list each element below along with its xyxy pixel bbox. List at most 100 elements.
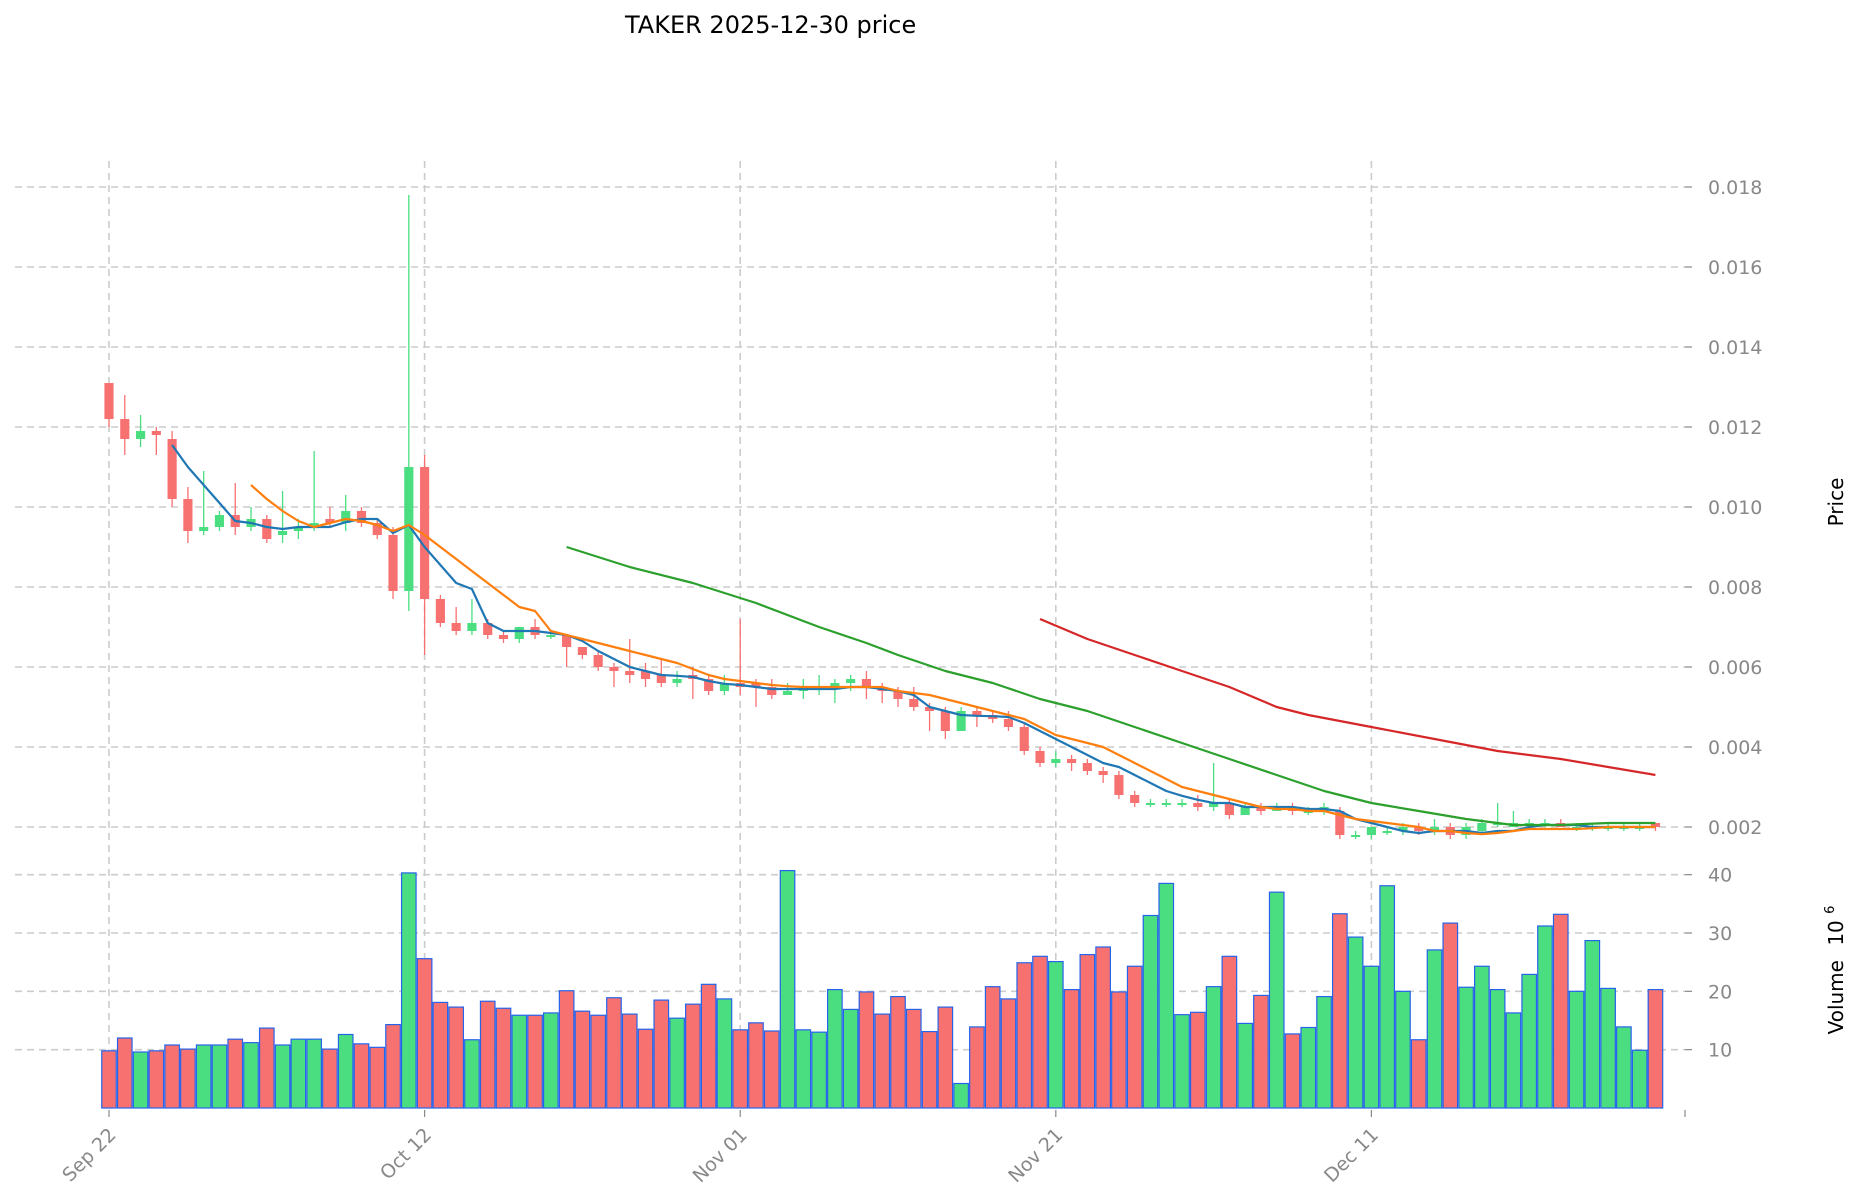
volume-bar xyxy=(937,1006,954,1109)
volume-bar xyxy=(132,1051,149,1109)
volume-bar xyxy=(148,1050,165,1109)
candle-body xyxy=(893,691,903,699)
volume-bar xyxy=(464,1039,480,1109)
candle-body xyxy=(325,519,335,523)
candle-body xyxy=(546,635,556,637)
candle-body xyxy=(1177,803,1187,805)
candle-body xyxy=(135,431,146,439)
candle-body xyxy=(104,383,114,419)
volume-bar xyxy=(763,1030,780,1109)
volume-bar xyxy=(779,869,796,1109)
volume-bar xyxy=(969,1026,985,1109)
volume-bar xyxy=(1189,1011,1206,1109)
volume-bar xyxy=(116,1037,133,1109)
volume-bar xyxy=(748,1022,764,1109)
candle-body xyxy=(1035,751,1045,763)
candle-body xyxy=(846,679,856,683)
volume-bar xyxy=(1253,994,1269,1109)
volume-bar xyxy=(858,991,875,1109)
candle-body xyxy=(420,467,430,599)
volume-bar xyxy=(827,988,843,1109)
volume-tick-label: 30 xyxy=(1708,923,1732,945)
volume-axis-multiplier: 10 xyxy=(1824,920,1848,945)
moving-average-short xyxy=(171,444,1656,835)
candle-body xyxy=(1193,803,1203,807)
candle-body xyxy=(940,711,950,731)
volume-bar xyxy=(574,1010,591,1109)
candle-body xyxy=(861,679,872,687)
candle-body xyxy=(1398,827,1408,831)
candle-body xyxy=(467,623,477,631)
volume-bar xyxy=(211,1044,228,1109)
candle-body xyxy=(514,627,524,639)
candle-body xyxy=(924,707,935,711)
volume-bar xyxy=(606,997,622,1109)
candle-body xyxy=(451,623,461,631)
candle-body xyxy=(1098,771,1108,775)
candle-body xyxy=(1130,795,1140,803)
candle-body xyxy=(435,599,445,623)
candle-body xyxy=(751,683,761,687)
candles xyxy=(104,195,1661,839)
volume-bar xyxy=(637,1028,654,1109)
volume-bar xyxy=(1268,891,1285,1109)
volume-axis-ticks: 10 20 30 40 xyxy=(1685,865,1732,1062)
candle-body xyxy=(1650,823,1661,827)
volume-bar xyxy=(1600,987,1616,1109)
price-tick-label: 0.014 xyxy=(1708,337,1762,359)
volume-bar xyxy=(290,1038,307,1109)
volume-bar xyxy=(1079,953,1096,1109)
volume-bar xyxy=(1221,955,1238,1109)
candle-body xyxy=(1145,803,1156,805)
candle-body xyxy=(956,711,966,731)
candle-body xyxy=(1240,807,1250,815)
candle-body xyxy=(577,647,587,655)
volume-bar xyxy=(1126,965,1143,1109)
volume-bar xyxy=(353,1043,370,1109)
candle-body xyxy=(972,711,982,715)
volume-bar xyxy=(1568,990,1585,1109)
volume-bar xyxy=(590,1014,607,1109)
volume-bar xyxy=(1505,1012,1522,1109)
volume-axis-label-text: Volume xyxy=(1824,960,1848,1034)
candle-body xyxy=(1477,823,1487,831)
price-tick-label: 0.018 xyxy=(1708,177,1762,199)
candle-body xyxy=(1019,727,1029,751)
candle-body xyxy=(1161,803,1171,805)
volume-bar xyxy=(1032,955,1048,1109)
volume-bar xyxy=(1489,988,1506,1109)
candle-body xyxy=(293,527,303,531)
volume-bar xyxy=(448,1006,465,1109)
candle-body xyxy=(214,515,225,527)
volume-bars xyxy=(101,869,1664,1109)
price-tick-label: 0.002 xyxy=(1708,817,1762,839)
moving-average-mid xyxy=(250,484,1656,836)
volume-bar xyxy=(1331,913,1348,1109)
volume-bar xyxy=(337,1033,354,1109)
chart-title: TAKER 2025-12-30 price xyxy=(624,11,916,39)
volume-bar xyxy=(669,1017,685,1109)
volume-bar xyxy=(1158,882,1175,1109)
volume-bar xyxy=(1410,1039,1427,1109)
price-tick-label: 0.016 xyxy=(1708,257,1762,279)
volume-axis-label: Volume 10 6 xyxy=(1823,906,1848,1035)
candle-body xyxy=(1429,827,1440,831)
candle-body xyxy=(767,687,777,695)
volume-bar xyxy=(542,1012,559,1109)
volume-bar xyxy=(432,1001,449,1109)
volume-bar xyxy=(716,998,733,1109)
candle-body xyxy=(167,439,177,499)
candle-body xyxy=(1051,759,1061,763)
candle-body xyxy=(151,431,161,435)
volume-bar xyxy=(1584,939,1601,1109)
volume-bar xyxy=(1426,949,1443,1109)
candle-body xyxy=(1351,835,1361,837)
volume-bar xyxy=(1142,914,1159,1109)
moving-average-longest xyxy=(1039,617,1656,777)
moving-average-lines xyxy=(171,444,1656,836)
volume-bar xyxy=(685,1003,701,1109)
volume-bar xyxy=(1552,913,1569,1109)
candle-body xyxy=(593,655,603,667)
volume-tick-label: 20 xyxy=(1708,981,1732,1003)
date-tick-label: Dec 11 xyxy=(1320,1124,1383,1187)
